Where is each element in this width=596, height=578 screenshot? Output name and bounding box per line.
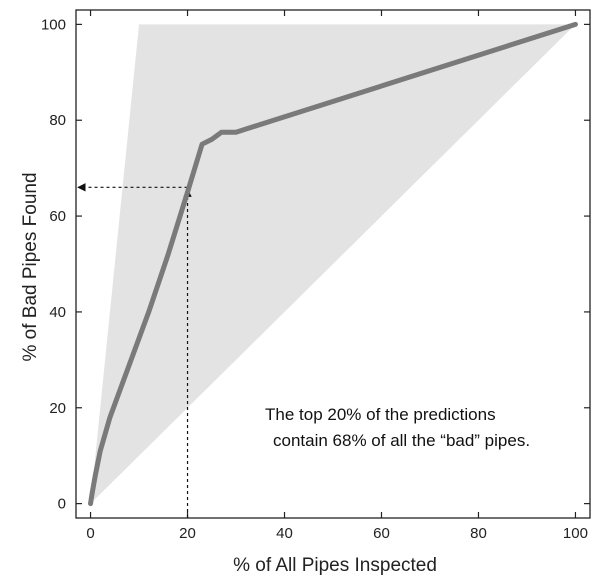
x-tick-label-40: 40 [276, 525, 293, 542]
y-axis-tick-labels: 0 20 40 60 80 100 [41, 16, 66, 512]
y-tick-label-40: 40 [49, 304, 66, 321]
plot-frame [75, 9, 591, 519]
x-tick-label-20: 20 [179, 525, 196, 542]
series-line [88, 21, 578, 507]
y-tick-label-60: 60 [49, 208, 66, 225]
y-tick-label-20: 20 [49, 400, 66, 417]
x-axis-tick-labels: 0 20 40 60 80 100 [86, 525, 588, 542]
best-case-region [90, 24, 576, 504]
x-axis-ticks [89, 10, 577, 518]
y-axis-ticks [76, 23, 590, 505]
y-tick-label-100: 100 [41, 16, 66, 33]
annotation-line-1: The top 20% of the predictions [265, 405, 496, 424]
x-axis-title: % of All Pipes Inspected [233, 555, 437, 576]
y-tick-label-80: 80 [49, 112, 66, 129]
x-tick-label-0: 0 [86, 525, 94, 542]
y-axis-title: % of Bad Pipes Found [20, 172, 41, 361]
y-tick-label-0: 0 [58, 496, 66, 513]
annotation-line-2: contain 68% of all the “bad” pipes. [273, 431, 530, 450]
x-tick-label-80: 80 [470, 525, 487, 542]
x-tick-label-60: 60 [373, 525, 390, 542]
x-tick-label-100: 100 [563, 525, 588, 542]
